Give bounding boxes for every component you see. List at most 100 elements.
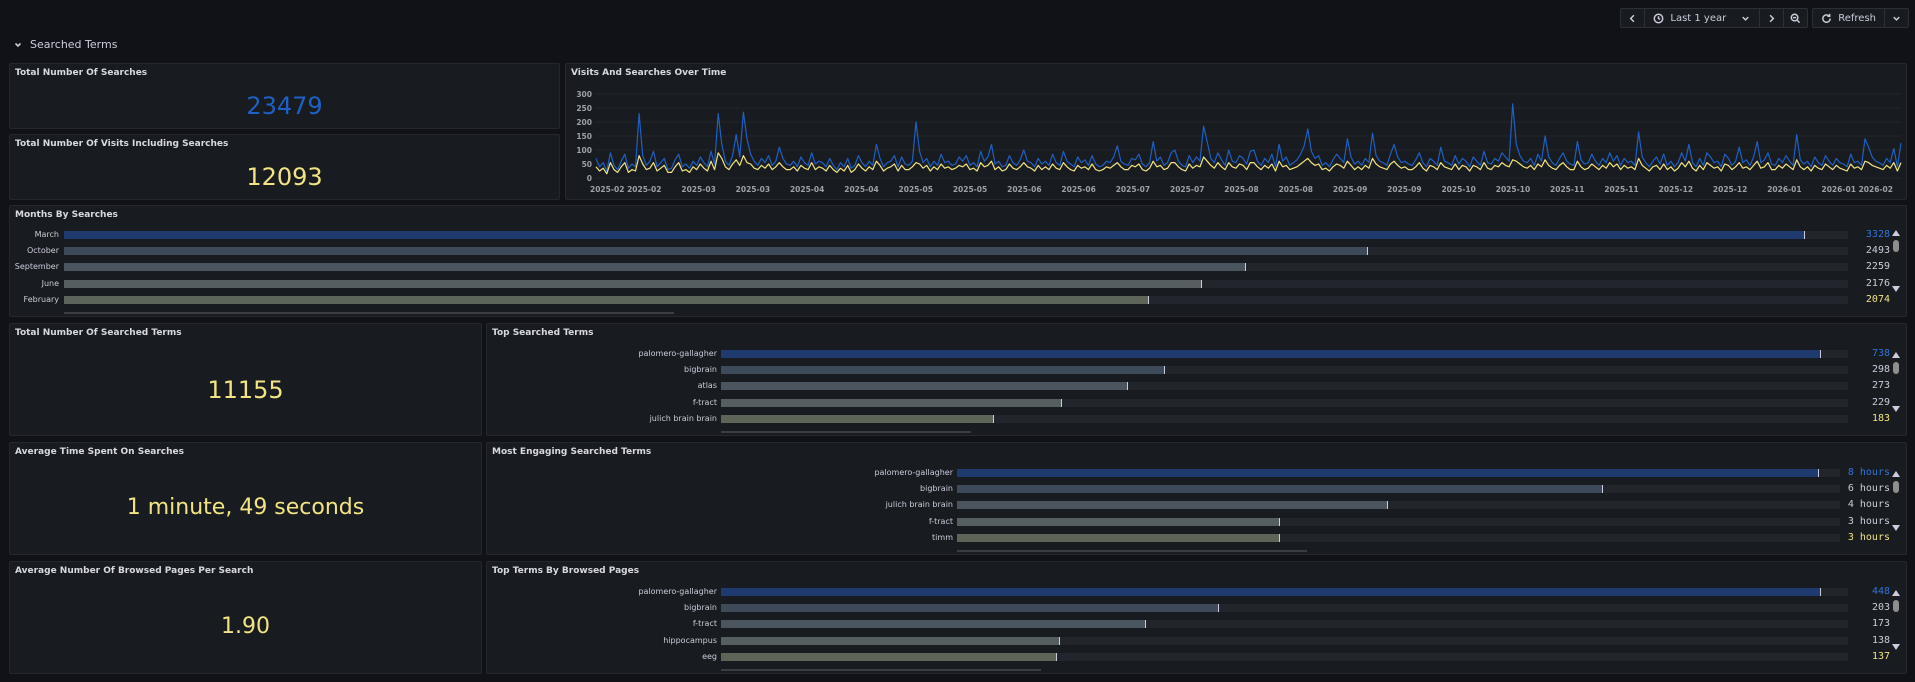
row-header-searched-terms[interactable]: Searched Terms (14, 38, 117, 51)
bar-row: February 2074 (10, 293, 1906, 305)
scroll-thumb[interactable] (1893, 600, 1899, 612)
scroll-thumb[interactable] (1893, 362, 1899, 374)
scroll-up-arrow[interactable] (1892, 471, 1900, 477)
panel-title: Total Number Of Visits Including Searche… (15, 139, 229, 149)
panel-total-visits[interactable]: Total Number Of Visits Including Searche… (9, 134, 560, 200)
panel-title: Total Number Of Searched Terms (15, 328, 182, 338)
time-forward-button[interactable] (1760, 9, 1785, 27)
stat-value: 1.90 (221, 614, 270, 639)
series-line-searches[interactable] (595, 103, 1902, 172)
bar-label: timm (932, 532, 953, 542)
x-tick-label: 2025-05 (899, 185, 933, 194)
panel-visits-over-time[interactable]: Visits And Searches Over Time 300 250 200 1… (565, 63, 1907, 200)
bar-row: March 3328 (10, 230, 1906, 240)
panel-top-searched-terms[interactable]: Top Searched Terms palomero-gallagher 738… (486, 323, 1907, 436)
bar-label: March (34, 230, 59, 239)
x-tick-label: 2025-04 (790, 185, 824, 194)
panel-total-searched-terms[interactable]: Total Number Of Searched Terms 11155 (9, 323, 482, 436)
x-tick-label: 2025-02 (590, 185, 624, 194)
bar-value: 2259 (1865, 261, 1890, 273)
chevron-down-icon (14, 42, 22, 47)
bar-track (721, 366, 1848, 375)
bar-label: bigbrain (684, 365, 717, 375)
bar-value: 3 hours (1847, 531, 1890, 543)
bar-label: palomero-gallagher (874, 468, 953, 477)
panel-total-searches[interactable]: Total Number Of Searches 23479 (9, 63, 560, 129)
bar-value: 229 (1871, 396, 1890, 408)
bar-row: eeg 137 (487, 651, 1906, 662)
time-back-button[interactable] (1621, 9, 1646, 27)
scroll-up-arrow[interactable] (1892, 352, 1900, 358)
bar-label: September (14, 262, 59, 272)
bar-value: 138 (1871, 634, 1890, 646)
scroll-down-arrow[interactable] (1892, 644, 1900, 650)
scroll-thumb[interactable] (1893, 481, 1899, 493)
bar-fill (957, 517, 1281, 526)
bar-value: 6 hours (1847, 483, 1890, 495)
x-tick-label: 2025-12 (1713, 185, 1747, 194)
bar-value: 3 hours (1847, 515, 1890, 527)
bar-fill (64, 247, 1369, 256)
x-tick-label: 2025-06 (1007, 185, 1041, 194)
panel-average-browsed-pages[interactable]: Average Number Of Browsed Pages Per Sear… (9, 561, 482, 674)
bar-fill (721, 620, 1146, 629)
bar-track (64, 247, 1848, 256)
vertical-scrollbar[interactable] (1891, 352, 1901, 412)
y-tick-label: 100 (576, 146, 592, 155)
row-title: Searched Terms (30, 38, 118, 51)
series-line-visits[interactable] (595, 152, 1902, 175)
horizontal-scrollbar[interactable] (64, 312, 674, 314)
bar-track (64, 295, 1848, 304)
x-tick-label: 2025-09 (1333, 185, 1367, 194)
bar-row: palomero-gallagher 738 (487, 349, 1906, 359)
zoom-out-button[interactable] (1784, 9, 1807, 27)
scroll-down-arrow[interactable] (1892, 286, 1900, 292)
scroll-down-arrow[interactable] (1892, 406, 1900, 412)
bar-track (721, 620, 1848, 629)
panel-title: Months By Searches (15, 210, 118, 220)
bar-value: 2074 (1865, 293, 1890, 305)
scroll-up-arrow[interactable] (1892, 230, 1900, 236)
bar-row: October 2493 (10, 246, 1906, 256)
chevron-left-icon (1630, 14, 1635, 22)
time-range-button[interactable]: Last 1 year (1645, 9, 1761, 27)
bar-value: 203 (1871, 602, 1890, 614)
panel-title: Most Engaging Searched Terms (492, 447, 652, 457)
bar-value: 2493 (1865, 245, 1890, 257)
bar-fill (721, 414, 994, 423)
bar-label: bigbrain (684, 603, 717, 613)
scroll-down-arrow[interactable] (1892, 525, 1900, 531)
x-tick-label: 2025-10 (1496, 185, 1530, 194)
stat-value: 11155 (207, 376, 284, 404)
bar-label: f-tract (692, 397, 717, 407)
bar-row: timm 3 hours (487, 531, 1906, 543)
panel-most-engaging-terms[interactable]: Most Engaging Searched Terms palomero-ga… (486, 442, 1907, 555)
refresh-picker: Refresh (1812, 8, 1909, 28)
refresh-interval-button[interactable] (1885, 9, 1908, 27)
bar-label: palomero-gallagher (638, 349, 717, 358)
x-tick-label: 2025-12 (1659, 185, 1693, 194)
panel-months-by-searches[interactable]: Months By Searches March 3328 October 2493 S… (9, 205, 1907, 317)
time-series-chart[interactable]: 300 250 200 150 100 50 0 2025-02 2025-02 2025-03 2… (566, 64, 1906, 199)
vertical-scrollbar[interactable] (1891, 590, 1901, 650)
panel-top-terms-browsed-pages[interactable]: Top Terms By Browsed Pages palomero-gall… (486, 561, 1907, 674)
panel-title: Visits And Searches Over Time (571, 68, 727, 78)
refresh-button[interactable]: Refresh (1813, 9, 1885, 27)
chevron-down-icon (1893, 16, 1900, 21)
bar-label: bigbrain (920, 484, 953, 494)
bar-value: 298 (1871, 364, 1890, 376)
bar-fill (721, 604, 1220, 613)
x-tick-label: 2025-03 (681, 185, 715, 194)
bar-track (957, 485, 1840, 494)
panel-title: Average Number Of Browsed Pages Per Sear… (15, 566, 254, 576)
panel-average-time[interactable]: Average Time Spent On Searches 1 minute,… (9, 442, 482, 555)
horizontal-scrollbar[interactable] (721, 431, 971, 433)
scroll-thumb[interactable] (1893, 240, 1899, 252)
vertical-scrollbar[interactable] (1891, 471, 1901, 531)
scroll-up-arrow[interactable] (1892, 590, 1900, 596)
bar-track (721, 350, 1848, 358)
vertical-scrollbar[interactable] (1891, 230, 1901, 292)
horizontal-scrollbar[interactable] (957, 550, 1307, 552)
horizontal-scrollbar[interactable] (721, 669, 1041, 671)
bar-label: October (26, 246, 59, 256)
